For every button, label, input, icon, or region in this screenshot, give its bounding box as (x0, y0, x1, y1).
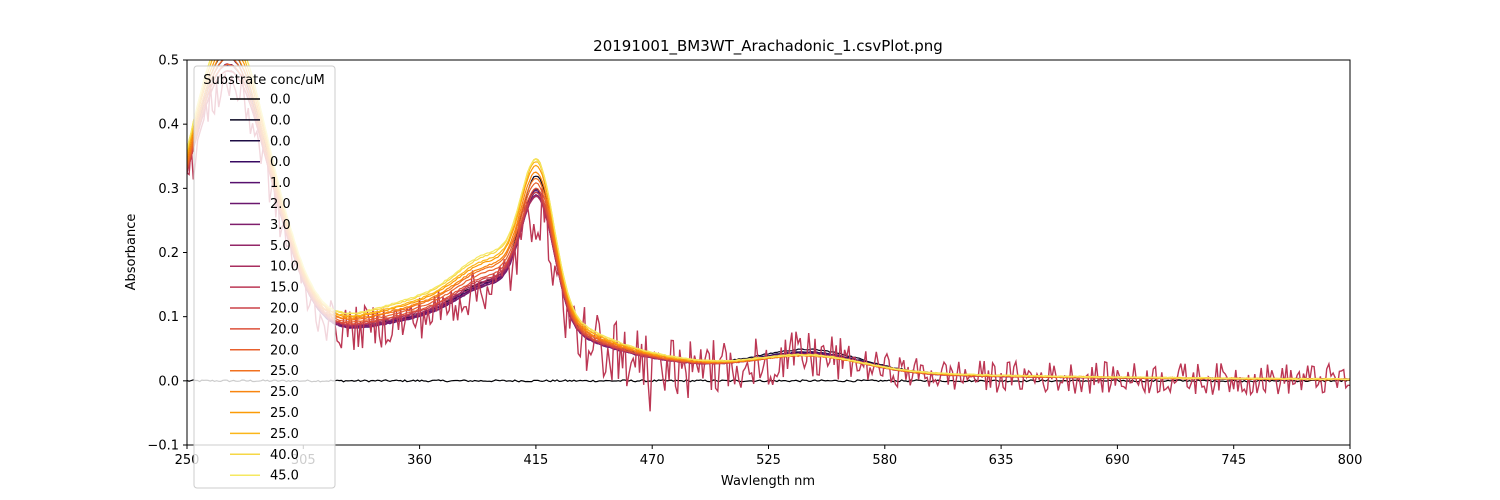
x-tick-label: 525 (756, 453, 781, 468)
legend-label: 20.0 (270, 343, 299, 358)
y-tick-label: 0.5 (158, 54, 179, 69)
legend-label: 40.0 (270, 448, 299, 463)
legend-label: 1.0 (270, 176, 291, 191)
y-tick-label: 0.2 (158, 246, 179, 261)
legend-label: 25.0 (270, 364, 299, 379)
x-tick-label: 635 (989, 453, 1014, 468)
series-layer (187, 60, 1350, 412)
legend-label: 0.0 (270, 155, 291, 170)
legend-label: 25.0 (270, 406, 299, 421)
legend-label: 2.0 (270, 197, 291, 212)
legend-title: Substrate conc/uM (203, 73, 324, 88)
plot-frame (186, 59, 1351, 446)
legend-label: 5.0 (270, 239, 291, 254)
legend-label: 20.0 (270, 322, 299, 337)
chart-title: 20191001_BM3WT_Arachadonic_1.csvPlot.png (593, 37, 943, 56)
legend: Substrate conc/uM 0.0 0.0 0.0 0.0 1.0 2.0 3.0 5… (193, 65, 336, 489)
x-tick-label: 745 (1221, 453, 1246, 468)
legend-label: 10.0 (270, 260, 299, 275)
x-tick-label: 415 (523, 453, 548, 468)
y-tick-label: 0.4 (158, 118, 179, 133)
series-line (187, 72, 1350, 412)
y-axis-title: Absorbance (124, 214, 139, 291)
legend-label: 15.0 (270, 281, 299, 296)
x-axis-title: Wavlength nm (721, 474, 815, 489)
x-tick-label: 690 (1105, 453, 1130, 468)
y-axis: −0.1 0.0 0.1 0.2 0.3 0.4 0.5 (147, 54, 187, 454)
x-tick-label: 800 (1338, 453, 1363, 468)
x-axis: 250305360415470525580635690745800 (175, 445, 1363, 468)
legend-label: 3.0 (270, 218, 291, 233)
legend-box (193, 65, 336, 489)
legend-label: 25.0 (270, 385, 299, 400)
legend-label: 0.0 (270, 113, 291, 128)
series-line (187, 60, 1350, 381)
y-tick-label: 0.3 (158, 182, 179, 197)
x-tick-label: 580 (872, 453, 897, 468)
legend-label: 45.0 (270, 469, 299, 484)
legend-label: 25.0 (270, 427, 299, 442)
y-tick-label: −0.1 (147, 439, 179, 454)
x-tick-label: 250 (175, 453, 200, 468)
legend-label: 20.0 (270, 302, 299, 317)
x-tick-label: 470 (640, 453, 665, 468)
y-tick-label: 0.0 (158, 374, 179, 389)
legend-label: 0.0 (270, 134, 291, 149)
y-tick-label: 0.1 (158, 310, 179, 325)
legend-items: 0.0 0.0 0.0 0.0 1.0 2.0 3.0 5.0 10.0 15.0 20.0 20.0… (230, 93, 299, 484)
legend-label: 0.0 (270, 93, 291, 108)
x-tick-label: 360 (407, 453, 432, 468)
